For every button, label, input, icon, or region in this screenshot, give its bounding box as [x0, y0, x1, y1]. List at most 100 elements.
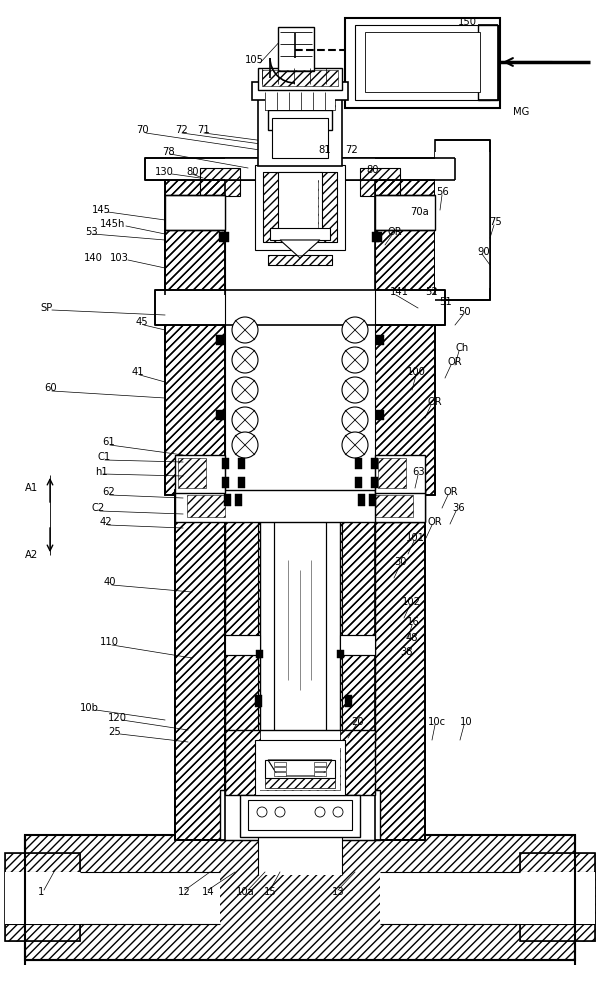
Bar — [225, 158, 375, 180]
Text: OR: OR — [447, 357, 461, 367]
Text: 62: 62 — [102, 487, 115, 497]
Text: 42: 42 — [100, 517, 113, 527]
Bar — [337, 650, 344, 658]
Text: 78: 78 — [162, 147, 175, 157]
Text: C2: C2 — [92, 503, 105, 513]
Bar — [165, 160, 435, 295]
Bar — [345, 695, 352, 707]
Bar — [375, 160, 435, 295]
Text: 15: 15 — [264, 887, 277, 897]
Bar — [371, 458, 378, 469]
Bar — [220, 790, 380, 840]
Text: SP: SP — [40, 303, 52, 313]
Bar — [238, 477, 245, 488]
Circle shape — [232, 407, 258, 433]
Bar — [375, 160, 435, 295]
Bar — [355, 477, 362, 488]
Text: 75: 75 — [489, 217, 502, 227]
Bar — [520, 872, 595, 924]
Bar — [25, 835, 575, 960]
Text: 52: 52 — [425, 287, 438, 297]
Bar — [265, 92, 335, 110]
Bar — [200, 168, 240, 196]
Bar — [248, 800, 352, 830]
Text: OR: OR — [428, 517, 443, 527]
Bar — [222, 458, 229, 469]
Bar — [240, 795, 360, 837]
Bar — [274, 772, 286, 776]
Bar — [345, 18, 500, 108]
Bar — [272, 118, 328, 158]
Circle shape — [232, 432, 258, 458]
Bar — [375, 232, 382, 242]
Bar — [278, 27, 314, 71]
Bar — [478, 25, 498, 100]
Text: 80: 80 — [186, 167, 199, 177]
Text: 20: 20 — [351, 717, 364, 727]
Text: 25: 25 — [108, 727, 121, 737]
Bar — [175, 490, 225, 840]
Bar — [278, 172, 322, 237]
Bar — [225, 490, 260, 740]
Bar — [175, 455, 225, 493]
Bar — [220, 790, 380, 840]
Text: 10a: 10a — [236, 887, 255, 897]
Bar — [165, 195, 225, 495]
Circle shape — [342, 317, 368, 343]
Bar — [375, 195, 435, 230]
Bar — [255, 695, 262, 707]
Bar — [5, 853, 80, 941]
Bar — [260, 748, 340, 790]
Bar — [268, 110, 332, 130]
Bar — [260, 748, 340, 790]
Bar — [225, 490, 260, 740]
Bar — [375, 195, 435, 495]
Bar — [225, 160, 375, 295]
Polygon shape — [280, 240, 320, 258]
Bar — [225, 195, 375, 490]
Text: 13: 13 — [332, 887, 344, 897]
Text: 101: 101 — [406, 533, 425, 543]
Text: 63: 63 — [412, 467, 425, 477]
Bar — [145, 158, 455, 180]
Bar — [256, 650, 263, 658]
Bar — [340, 635, 375, 655]
Bar — [219, 232, 226, 242]
Text: 72: 72 — [345, 145, 358, 155]
Bar — [187, 495, 225, 517]
Text: 50: 50 — [458, 307, 470, 317]
Bar — [340, 490, 375, 740]
Text: 145h: 145h — [100, 219, 125, 229]
Text: 150: 150 — [458, 17, 477, 27]
Bar — [268, 255, 332, 265]
Circle shape — [342, 377, 368, 403]
Text: 80: 80 — [366, 165, 379, 175]
Bar — [355, 25, 490, 100]
Text: 145: 145 — [92, 205, 111, 215]
Bar — [265, 778, 335, 788]
Bar — [375, 195, 435, 495]
Bar — [216, 410, 224, 420]
Text: 90: 90 — [477, 247, 490, 257]
Bar — [258, 790, 342, 875]
Bar — [262, 70, 338, 86]
Text: A1: A1 — [25, 483, 38, 493]
Bar — [5, 853, 80, 941]
Text: 12: 12 — [178, 887, 191, 897]
Text: 70: 70 — [136, 125, 149, 135]
Bar — [155, 290, 445, 325]
Circle shape — [342, 347, 368, 373]
Bar — [268, 255, 332, 265]
Text: 51: 51 — [439, 297, 452, 307]
Circle shape — [342, 432, 368, 458]
Text: 72: 72 — [175, 125, 188, 135]
Bar — [175, 490, 225, 840]
Bar — [222, 477, 229, 488]
Bar — [376, 410, 384, 420]
Bar — [225, 290, 375, 325]
Bar — [225, 730, 260, 795]
Text: 102: 102 — [402, 597, 421, 607]
Bar — [265, 760, 335, 778]
Text: MG: MG — [513, 107, 529, 117]
Bar — [435, 140, 490, 300]
